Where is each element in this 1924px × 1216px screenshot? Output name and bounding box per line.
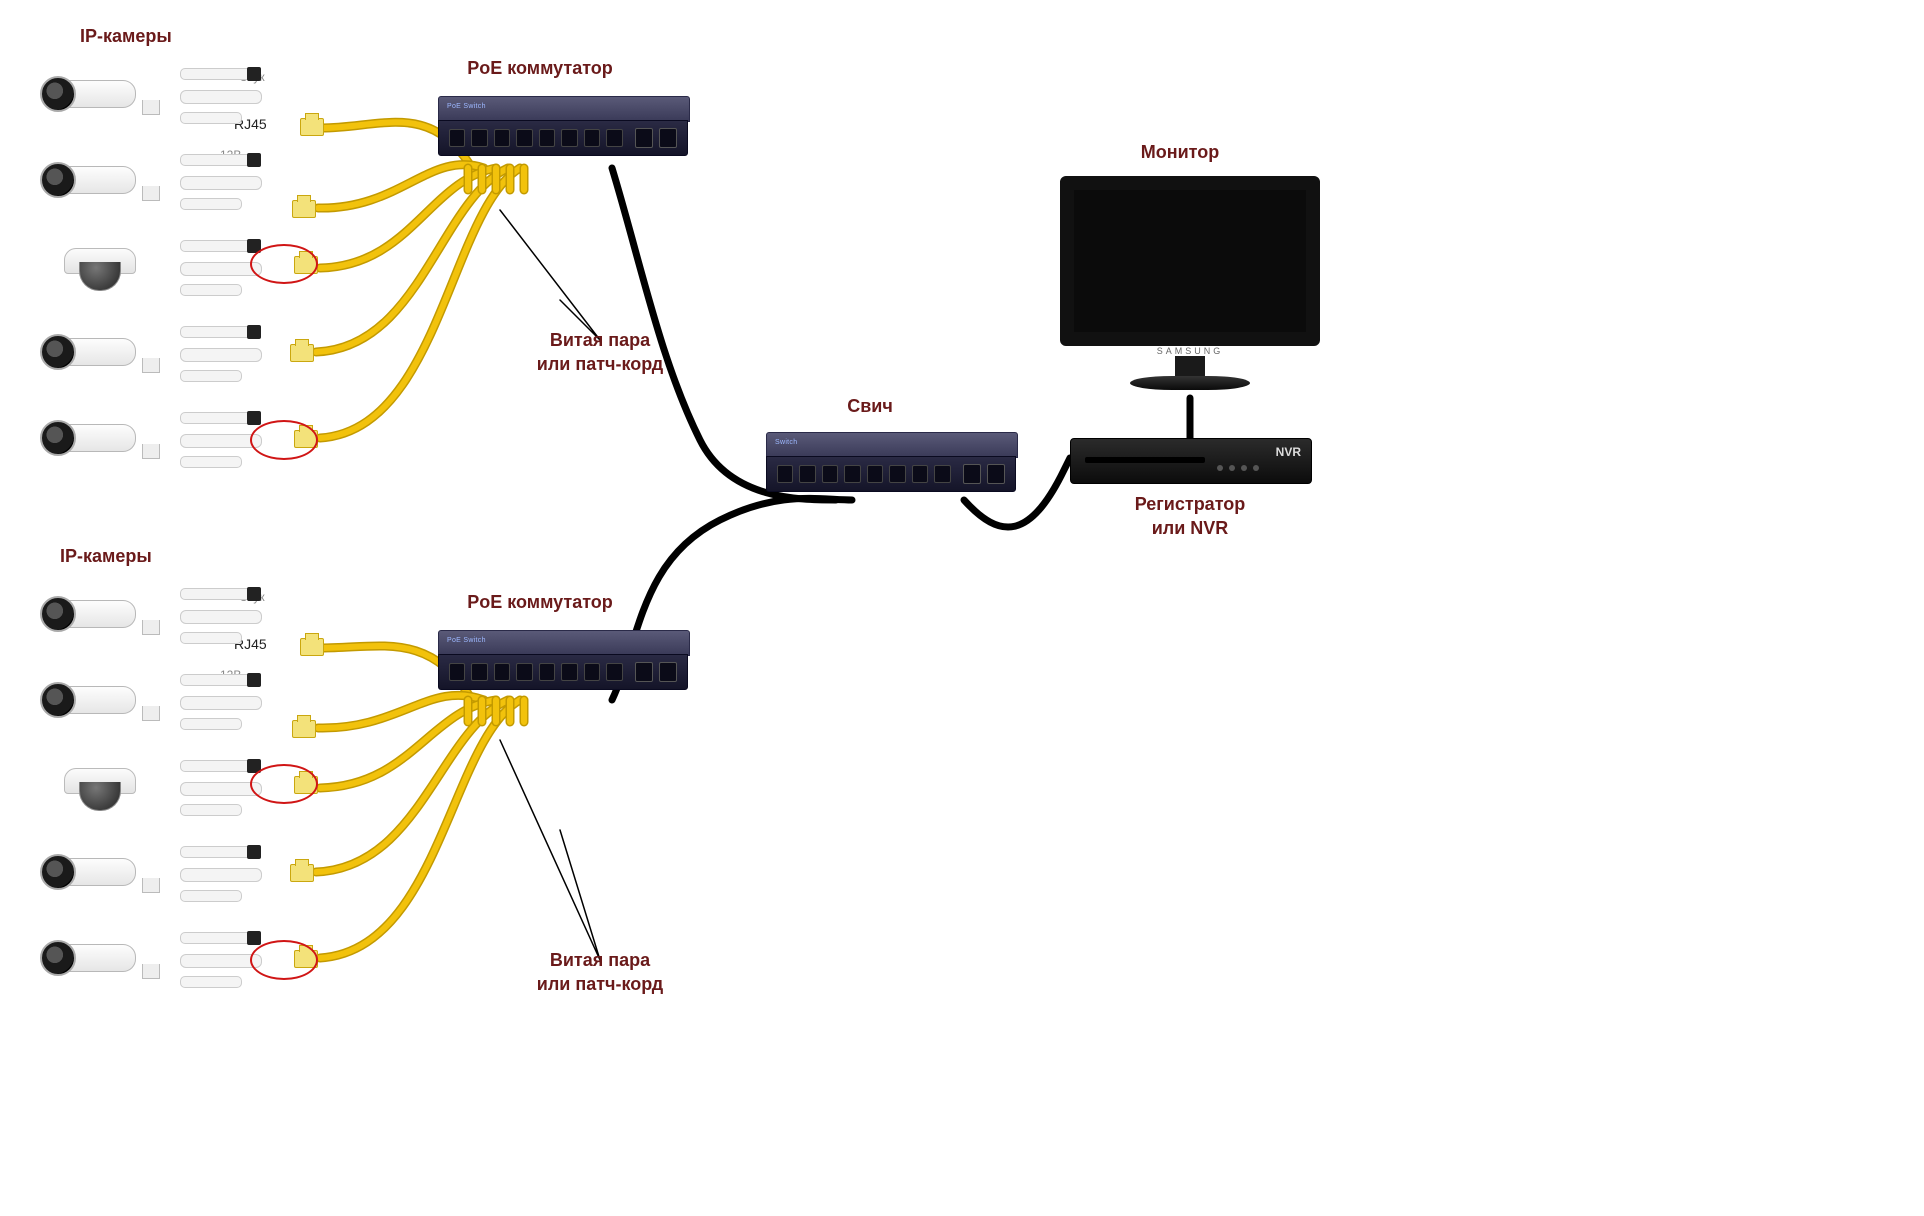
dome-camera-icon [64, 248, 134, 292]
bullet-camera-icon [44, 678, 154, 718]
highlight-circle-icon [250, 244, 318, 284]
label-nvr-1: Регистратор [1135, 494, 1246, 515]
label-poe-switch-top: PoE коммутатор [467, 58, 613, 79]
label-nvr-2: или NVR [1152, 518, 1229, 539]
diagram-stage: IP-камеры IP-камеры PoE коммутатор PoE к… [0, 0, 1924, 1216]
rj45-plug-icon [290, 344, 314, 362]
camera-pigtail-icon [180, 588, 300, 644]
bullet-camera-icon [44, 72, 154, 112]
label-poe-switch-bottom: PoE коммутатор [467, 592, 613, 613]
camera-pigtail-icon [180, 326, 300, 382]
camera-pigtail-icon [180, 68, 300, 124]
label-switch: Свич [847, 396, 893, 417]
highlight-circle-icon [250, 420, 318, 460]
label-twisted-pair-top-1: Витая пара [550, 330, 650, 351]
highlight-circle-icon [250, 764, 318, 804]
bullet-camera-icon [44, 158, 154, 198]
rj45-plug-icon [292, 720, 316, 738]
bullet-camera-icon [44, 936, 154, 976]
rj45-plug-icon [300, 118, 324, 136]
label-monitor: Монитор [1141, 142, 1220, 163]
rj45-plug-icon [290, 864, 314, 882]
poe-switch-top: PoE Switch [438, 96, 688, 158]
label-ip-cameras-bottom: IP-камеры [60, 546, 152, 567]
poe-switch-bottom: PoE Switch [438, 630, 688, 692]
dome-camera-icon [64, 768, 134, 812]
highlight-circle-icon [250, 940, 318, 980]
monitor: SAMSUNG [1060, 176, 1320, 396]
rj45-plug-icon [300, 638, 324, 656]
label-twisted-pair-bot-1: Витая пара [550, 950, 650, 971]
bullet-camera-icon [44, 592, 154, 632]
label-ip-cameras-top: IP-камеры [80, 26, 172, 47]
bullet-camera-icon [44, 850, 154, 890]
camera-pigtail-icon [180, 154, 300, 210]
camera-pigtail-icon [180, 674, 300, 730]
rj45-plug-icon [292, 200, 316, 218]
label-twisted-pair-bot-2: или патч-корд [537, 974, 663, 995]
camera-pigtail-icon [180, 846, 300, 902]
core-switch: Switch [766, 432, 1016, 494]
label-twisted-pair-top-2: или патч-корд [537, 354, 663, 375]
bullet-camera-icon [44, 416, 154, 456]
bullet-camera-icon [44, 330, 154, 370]
nvr-recorder [1070, 438, 1312, 484]
